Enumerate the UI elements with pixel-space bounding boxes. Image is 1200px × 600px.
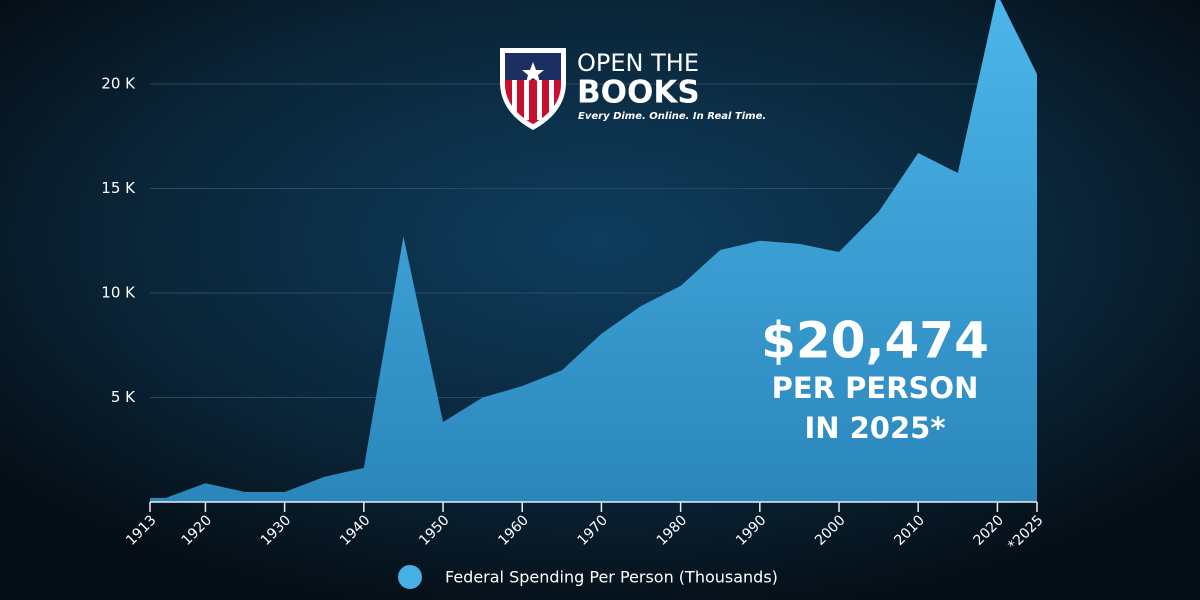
stripe (524, 80, 529, 120)
legend-swatch (398, 565, 422, 589)
y-tick-label: 5 K (111, 388, 136, 406)
plot (150, 0, 1037, 502)
annotation-line: IN 2025* (804, 411, 945, 445)
legend-label: Federal Spending Per Person (Thousands) (445, 568, 778, 587)
brand-bottom: BOOKS (577, 75, 700, 111)
logo: OPEN THE BOOKS Every Dime. Online. In Re… (500, 48, 766, 130)
y-tick-label: 15 K (101, 179, 136, 197)
y-tick-label: 20 K (101, 75, 136, 93)
stripe (512, 80, 517, 112)
stripe (549, 80, 554, 112)
area (150, 0, 1037, 502)
amount: $20,474 (761, 312, 989, 370)
annotation: $20,474 PER PERSON IN 2025* (761, 312, 989, 446)
legend: Federal Spending Per Person (Thousands) (398, 565, 778, 589)
star (522, 62, 544, 83)
stripe (537, 80, 542, 120)
y-tick-label: 10 K (101, 284, 136, 302)
tagline: Every Dime. Online. In Real Time. (578, 111, 766, 122)
shield-stripes (505, 80, 561, 124)
brand-top: OPEN THE (577, 49, 699, 77)
annotation-line: PER PERSON (772, 371, 979, 405)
